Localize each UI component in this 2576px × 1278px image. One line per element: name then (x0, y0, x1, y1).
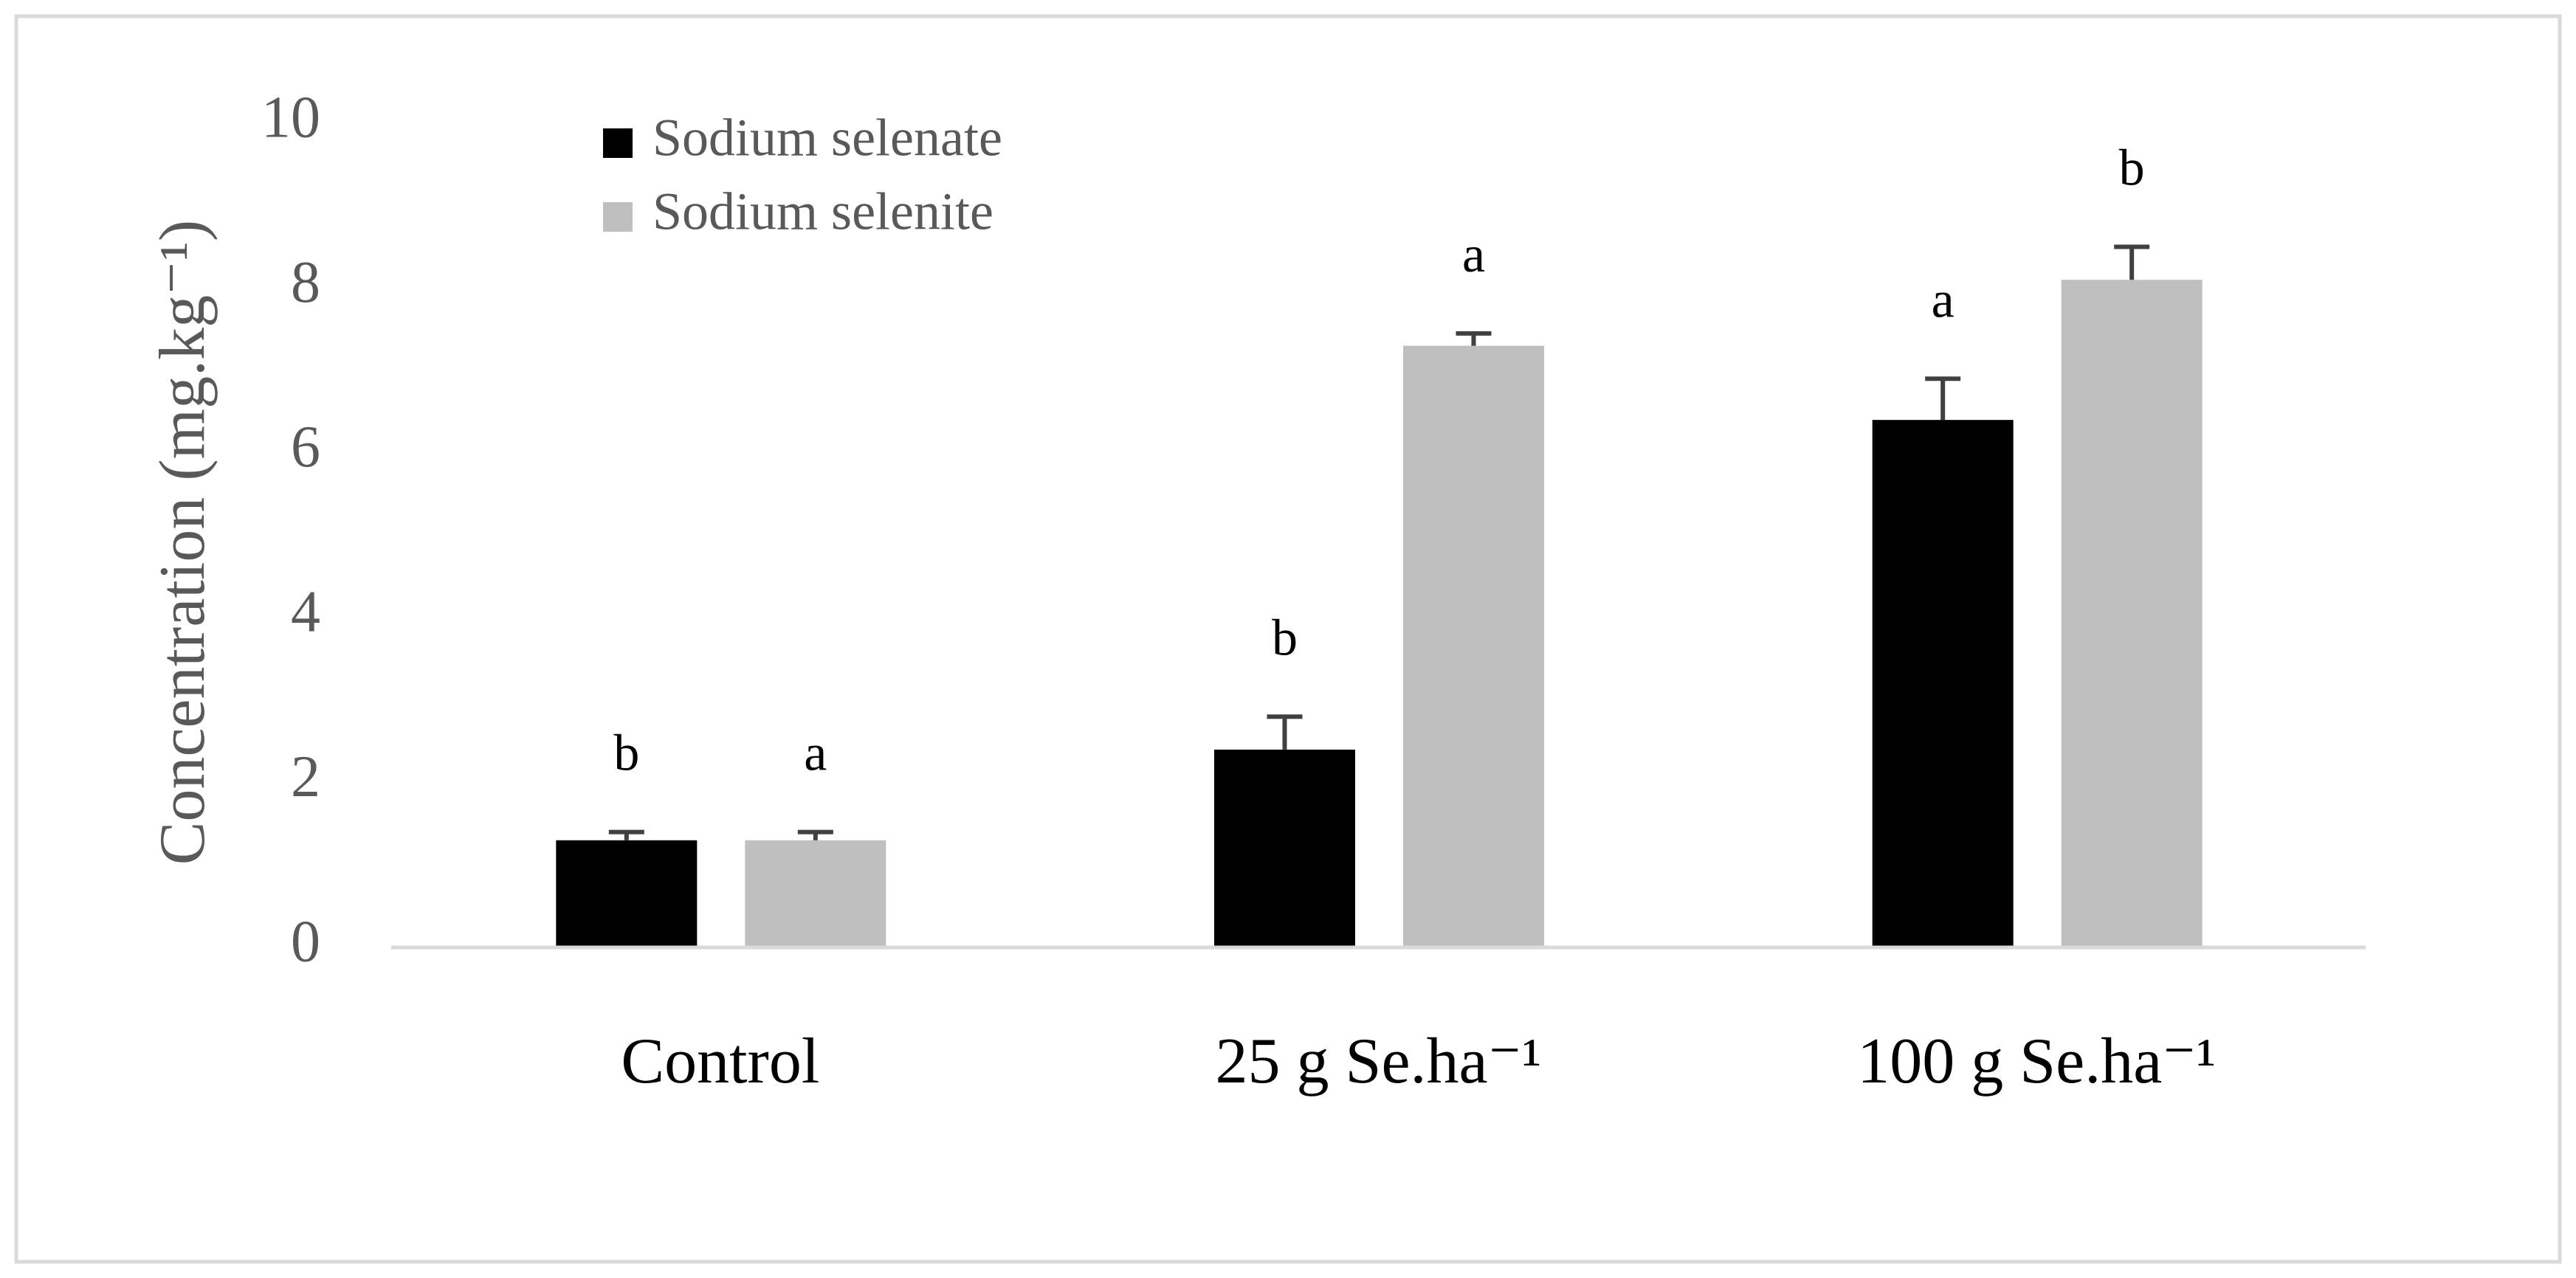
bar (745, 840, 886, 947)
significance-letter: a (1462, 227, 1485, 283)
y-tick-label: 10 (261, 85, 320, 150)
bar (556, 840, 698, 947)
error-bar (1456, 331, 1492, 346)
y-tick-label: 6 (291, 415, 320, 480)
bar (2061, 280, 2203, 948)
error-bar (1267, 714, 1303, 750)
x-tick-label: Control (621, 1026, 819, 1097)
error-bar (608, 829, 644, 840)
y-tick-label: 4 (291, 580, 320, 645)
legend-label: Sodium selenate (652, 108, 1002, 167)
significance-letter: b (613, 725, 639, 782)
significance-letter: b (1272, 609, 1298, 666)
bar (1214, 749, 1355, 947)
y-tick-label: 8 (291, 250, 320, 315)
significance-letter: b (2119, 140, 2145, 197)
x-tick-label: 100 g Se.ha⁻¹ (1857, 1026, 2216, 1097)
bar (1872, 420, 2014, 947)
significance-letter: a (1932, 272, 1955, 328)
bar (1403, 345, 1544, 948)
error-bar (797, 829, 833, 840)
y-tick-label: 0 (291, 909, 320, 974)
legend-swatch (603, 128, 633, 158)
y-axis-title: Concentration (mg.kg⁻¹) (147, 220, 218, 865)
significance-letter: a (804, 725, 827, 782)
legend-label: Sodium selenite (652, 182, 993, 241)
error-bar (1925, 376, 1961, 421)
error-bar (2114, 244, 2150, 280)
y-tick-label: 2 (291, 745, 320, 809)
x-tick-label: 25 g Se.ha⁻¹ (1216, 1026, 1542, 1097)
legend-swatch (603, 202, 633, 232)
